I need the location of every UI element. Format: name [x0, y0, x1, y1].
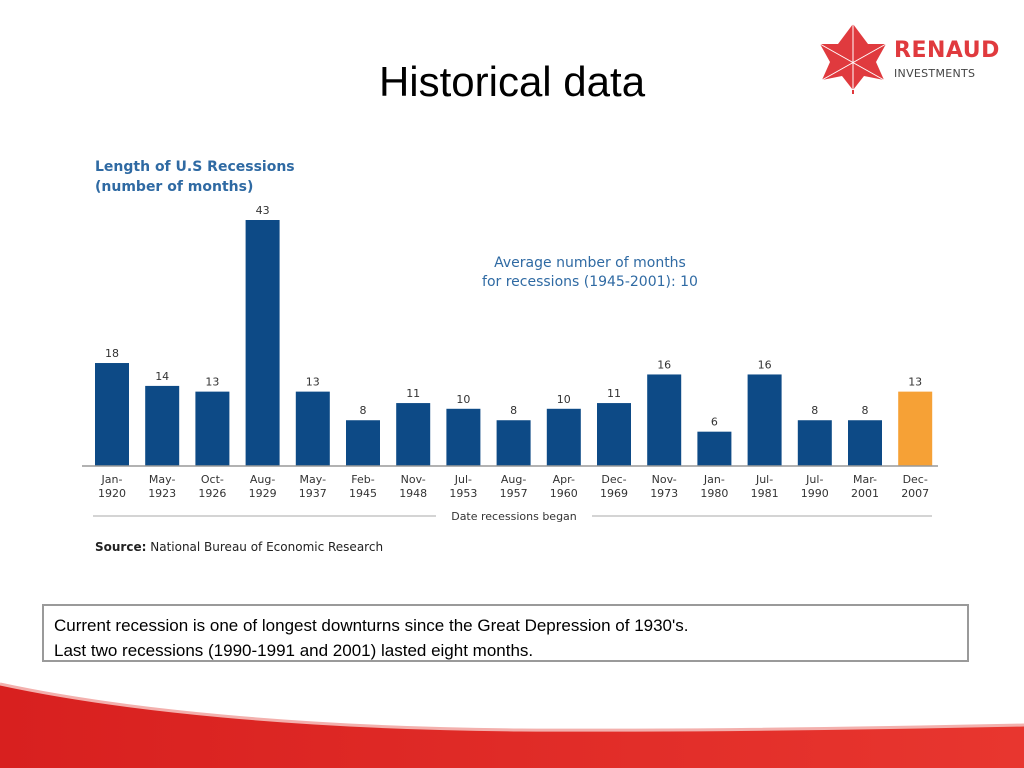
x-tick-label: 1937 — [299, 487, 327, 500]
bar — [145, 385, 180, 466]
x-tick-label: 1945 — [349, 487, 377, 500]
x-tick-label: Feb- — [351, 473, 374, 486]
x-tick-label: Jul- — [454, 473, 472, 486]
bar — [195, 391, 230, 466]
bar — [496, 420, 531, 466]
bar-value-label: 13 — [908, 376, 922, 389]
renaud-logo: RENAUD INVESTMENTS — [818, 22, 999, 94]
bar — [797, 420, 832, 466]
x-tick-label: May- — [300, 473, 327, 486]
bar-value-label: 10 — [456, 393, 470, 406]
chart-title: Length of U.S Recessions (number of mont… — [95, 157, 295, 197]
slide-title: Historical data — [378, 58, 646, 105]
bar-value-label: 16 — [758, 358, 772, 371]
source-label: Source: — [95, 540, 147, 554]
x-tick-label: Dec- — [601, 473, 626, 486]
bar — [95, 363, 129, 466]
bar-value-label: 13 — [205, 376, 219, 389]
bar — [245, 220, 280, 466]
bar-value-label: 13 — [306, 376, 320, 389]
logo-subtitle: INVESTMENTS — [894, 67, 976, 80]
note-line-2: Last two recessions (1990-1991 and 2001)… — [54, 641, 534, 660]
x-tick-label: Aug- — [250, 473, 275, 486]
chart-title-line-1: Length of U.S Recessions — [95, 159, 295, 175]
x-tick-label: Apr- — [553, 473, 575, 486]
bar-value-label: 18 — [105, 347, 119, 360]
bar-value-label: 10 — [557, 393, 571, 406]
bar-value-label: 8 — [862, 404, 869, 417]
bar — [848, 420, 882, 466]
bar-value-label: 8 — [811, 404, 818, 417]
bar — [346, 420, 380, 466]
annotation-line-2: for recessions (1945-2001): 10 — [482, 274, 698, 290]
x-tick-label: 1953 — [449, 487, 477, 500]
bar — [396, 403, 431, 466]
x-tick-label: 1923 — [148, 487, 176, 500]
chart-annotation: Average number of months for recessions … — [440, 254, 740, 292]
footer-swoosh — [0, 682, 1024, 768]
x-tick-label: 1960 — [550, 487, 578, 500]
recession-bar-chart: 18Jan-192014May-192313Oct-192643Aug-1929… — [82, 204, 938, 523]
x-tick-label: Jul- — [755, 473, 773, 486]
bar — [747, 374, 782, 466]
logo-name: RENAUD — [894, 38, 1000, 63]
x-tick-label: 1929 — [249, 487, 277, 500]
x-tick-label: Jan- — [101, 473, 123, 486]
bar — [597, 403, 631, 466]
bar — [647, 374, 682, 466]
x-tick-label: Oct- — [201, 473, 224, 486]
x-tick-label: 2007 — [901, 487, 929, 500]
bar-value-label: 11 — [406, 387, 420, 400]
x-tick-label: Nov- — [652, 473, 677, 486]
bar — [697, 431, 732, 466]
x-tick-label: 1981 — [751, 487, 779, 500]
x-tick-label: 1948 — [399, 487, 427, 500]
bar-value-label: 8 — [360, 404, 367, 417]
x-axis-label: Date recessions began — [451, 510, 577, 523]
x-tick-label: Dec- — [903, 473, 928, 486]
x-tick-label: 1973 — [650, 487, 678, 500]
bar — [295, 391, 330, 466]
x-tick-label: Nov- — [401, 473, 426, 486]
chart-title-line-2: (number of months) — [95, 179, 254, 195]
bar-value-label: 16 — [657, 358, 671, 371]
x-tick-label: Jan- — [703, 473, 725, 486]
annotation-line-1: Average number of months — [494, 255, 686, 271]
source-note: Source: National Bureau of Economic Rese… — [95, 540, 383, 554]
bar-value-label: 8 — [510, 404, 517, 417]
x-tick-label: 1926 — [198, 487, 226, 500]
x-tick-label: May- — [149, 473, 176, 486]
bar — [446, 408, 481, 466]
x-tick-label: Jul- — [805, 473, 823, 486]
x-tick-label: 1969 — [600, 487, 628, 500]
bar-value-label: 14 — [155, 370, 169, 383]
x-tick-label: 1957 — [500, 487, 528, 500]
note-box: Current recession is one of longest down… — [42, 604, 969, 662]
note-line-1: Current recession is one of longest down… — [54, 616, 689, 635]
x-tick-label: 1920 — [98, 487, 126, 500]
x-tick-label: Aug- — [501, 473, 526, 486]
bar — [898, 391, 933, 466]
x-tick-label: Mar- — [853, 473, 877, 486]
x-tick-label: 2001 — [851, 487, 879, 500]
x-tick-label: 1980 — [700, 487, 728, 500]
source-text: National Bureau of Economic Research — [150, 540, 384, 554]
bar-value-label: 43 — [256, 204, 270, 217]
x-tick-label: 1990 — [801, 487, 829, 500]
bar — [546, 408, 581, 466]
bar-value-label: 11 — [607, 387, 621, 400]
bar-value-label: 6 — [711, 416, 718, 429]
maple-star-icon — [819, 24, 887, 94]
